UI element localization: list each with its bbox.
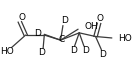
Text: HO: HO	[118, 34, 131, 43]
Text: OH: OH	[84, 22, 98, 31]
Text: C: C	[58, 35, 64, 44]
Text: D: D	[39, 48, 45, 57]
Text: O: O	[97, 14, 104, 23]
Text: O: O	[19, 13, 26, 22]
Text: D: D	[61, 16, 68, 25]
Text: HO: HO	[0, 47, 14, 56]
Text: D: D	[70, 46, 77, 55]
Text: D: D	[82, 46, 88, 55]
Text: D: D	[34, 29, 41, 38]
Text: D: D	[99, 50, 106, 59]
